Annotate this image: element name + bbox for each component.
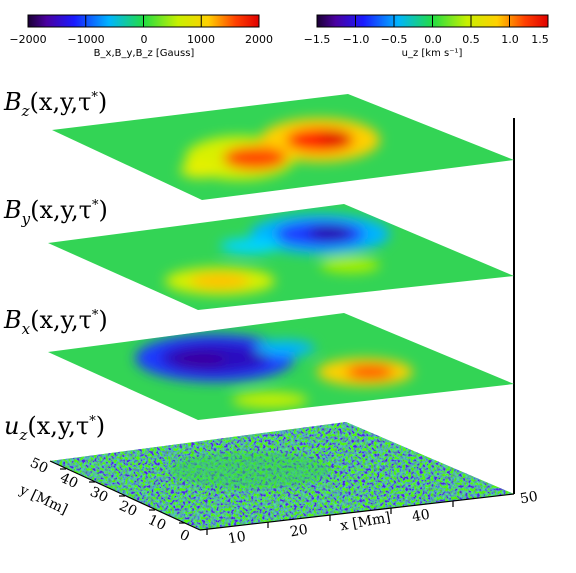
- layer-label-uz: uz(x,y,τ*): [4, 412, 106, 444]
- cb2-tick-5: 1.0: [501, 33, 519, 46]
- cb1-tick-2: 0: [140, 33, 148, 46]
- colorbar-velocity: [316, 14, 549, 28]
- layer-label-bx: Bx(x,y,τ*): [4, 306, 108, 338]
- cb1-tick-0: −2000: [9, 33, 47, 46]
- cb2-tick-4: 0.5: [462, 33, 480, 46]
- cb2-title: u_z [km s⁻¹]: [401, 48, 463, 59]
- cb2-tick-6: 1.5: [531, 33, 549, 46]
- layer-uz-map: [50, 422, 514, 530]
- colorbar-magnetic: [27, 14, 260, 28]
- cb2-tick-3: 0.0: [424, 33, 442, 46]
- layer-label-by: By(x,y,τ*): [4, 196, 108, 228]
- x-tick-50: 50: [518, 488, 540, 508]
- layer-bz-map: [52, 94, 514, 200]
- layer-by-map: [48, 204, 514, 310]
- base-axes: [49, 460, 515, 535]
- cb1-tick-3: 1000: [187, 33, 215, 46]
- cb2-tick-2: −0.5: [380, 33, 408, 46]
- x-tick-20: 20: [288, 521, 310, 541]
- layer-bx-map: [48, 313, 514, 420]
- x-tick-10: 10: [226, 528, 248, 548]
- cb2-tick-0: −1.5: [303, 33, 331, 46]
- cb2-tick-1: −1.0: [342, 33, 370, 46]
- cb1-title: B_x,B_y,B_z [Gauss]: [93, 48, 195, 59]
- layer-label-bz: Bz(x,y,τ*): [4, 88, 108, 120]
- x-tick-40: 40: [410, 506, 432, 526]
- cb1-tick-1: −1000: [67, 33, 105, 46]
- cb1-tick-4: 2000: [245, 33, 273, 46]
